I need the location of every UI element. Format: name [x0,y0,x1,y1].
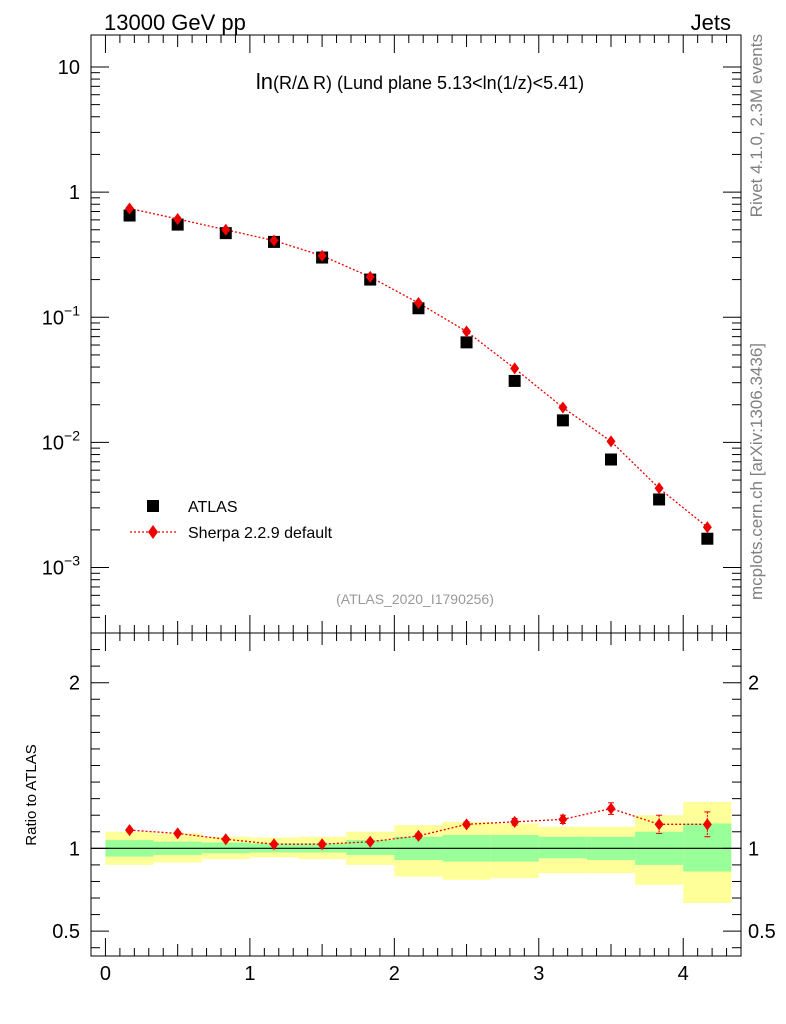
legend-atlas-marker [147,500,159,512]
band-inner-bin [538,836,587,859]
main-title: ln(R/Δ R) (Lund plane 5.13<ln(1/z)<5.41) [256,69,584,94]
xtick-label: 1 [244,963,255,985]
watermark: (ATLAS_2020_I1790256) [336,591,494,607]
ratio-ytick-label-right: 1 [748,838,759,860]
sherpa-point [221,223,231,236]
ratio-ytick-label: 1 [69,838,80,860]
sherpa-point [125,202,135,215]
ratio-ytick-label-right: 2 [748,673,759,695]
atlas-point [556,414,569,427]
atlas-point [605,453,617,466]
ratio-ytick-label-right: 0.5 [748,921,776,943]
xtick-label: 3 [533,963,544,985]
ytick-exponent: −1 [64,302,80,318]
sherpa-point [413,296,423,309]
sherpa-point [462,325,472,338]
main-title-prefix: ln [256,69,273,94]
ratio-sherpa-point [365,835,375,848]
sherpa-point [558,401,568,414]
main-ytick-label: 10 [58,57,80,79]
main-panel-frame [90,34,742,634]
ratio-sherpa-point [510,815,520,828]
main-ytick-label: 10−2 [42,427,80,454]
side-label-bottom: mcplots.cern.ch [arXiv:1306.3436] [747,343,766,600]
ratio-sherpa-point [269,838,279,851]
ytick-exponent: −2 [64,427,80,443]
legend: ATLAS Sherpa 2.2.9 default [130,499,333,542]
side-label-top: Rivet 4.1.0, 2.3M events [747,34,766,217]
sherpa-point [365,270,375,283]
ratio-panel: 2 2 1 1 0.5 0.5 0 1 2 3 4 Ratio to ATLAS [23,632,776,985]
atlas-point [508,374,521,387]
ratio-sherpa-point [317,838,327,851]
xtick-label: 0 [100,963,111,985]
sherpa-point [317,249,327,262]
ratio-sherpa-point [606,802,616,815]
sherpa-point [269,234,279,247]
header-left: 13000 GeV pp [104,10,246,35]
ratio-sherpa-point [462,818,472,831]
sherpa-line [129,207,708,528]
sherpa-point [702,521,712,534]
main-ytick-label: 10−3 [42,553,80,580]
sherpa-point [654,482,664,495]
main-title-rest: (R/Δ R) (Lund plane 5.13<ln(1/z)<5.41) [273,73,584,93]
ratio-sherpa-point [654,818,664,831]
legend-sherpa-marker [148,525,158,539]
ratio-sherpa-point [413,829,423,842]
ratio-ytick-label: 2 [69,673,80,695]
atlas-point [701,532,714,545]
xtick-label: 4 [678,963,689,985]
ratio-sherpa-point [173,827,183,840]
ratio-sherpa-point [558,813,568,826]
atlas-point [653,493,666,506]
ytick-base: 10 [42,558,64,580]
ratio-sherpa-point [125,824,135,837]
atlas-point [460,336,473,349]
ratio-sherpa-point [221,833,231,846]
ytick-base: 10 [42,307,64,329]
ratio-sherpa-point [702,818,712,831]
sherpa-point [510,362,520,375]
sherpa-point [606,435,616,448]
ytick-exponent: −3 [64,553,80,569]
sherpa-point [173,212,183,225]
main-ytick-label: 1 [69,182,80,204]
legend-sherpa-label: Sherpa 2.2.9 default [188,525,333,542]
ytick-base: 10 [42,432,64,454]
ratio-ylabel: Ratio to ATLAS [23,744,40,845]
main-ytick-label: 10−1 [42,302,80,329]
legend-atlas-label: ATLAS [188,499,238,516]
ratio-panel-frame [90,632,742,957]
xtick-label: 2 [389,963,400,985]
ratio-ytick-label: 0.5 [52,921,80,943]
header-right: Jets [691,10,731,35]
atlas-point [123,209,136,222]
